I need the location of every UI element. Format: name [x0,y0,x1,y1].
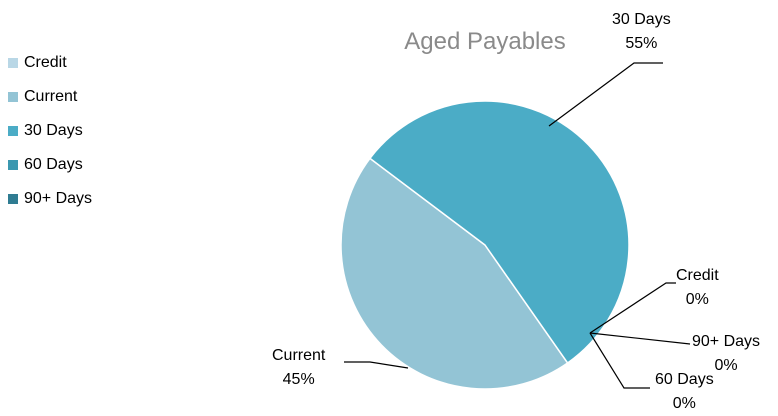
data-label-credit: Credit 0% [676,264,719,312]
legend-label-90-days: 90+ Days [24,190,93,207]
pie-slice-30-days [368,100,630,365]
data-label-90-days: 90+ Days 0% [692,330,760,378]
legend-swatch-60-days [8,160,18,170]
data-label-60-days: 60 Days 0% [655,368,714,416]
leader-line-60-days [589,332,650,389]
leader-line-current [344,361,409,369]
legend-item-60-days: 60 Days [8,148,92,182]
data-label-60-days-pct: 0% [672,395,696,412]
legend-label-current: Current [24,88,78,105]
data-label-30-days-pct: 55% [625,35,658,52]
leader-line-30-days [548,62,663,127]
data-label-current-pct: 45% [282,371,315,388]
data-label-credit-name: Credit [676,267,719,284]
legend-swatch-30-days [8,126,18,136]
leader-line-90-days [589,332,691,345]
data-label-30-days: 30 Days 55% [612,8,671,56]
leader-line-credit [589,282,676,334]
data-label-60-days-name: 60 Days [655,371,714,388]
legend-swatch-90-days [8,194,18,204]
data-label-90-days-name: 90+ Days [692,333,761,350]
legend-label-60-days: 60 Days [24,156,83,173]
data-label-current: Current 45% [272,344,325,392]
legend-swatch-credit [8,58,18,68]
legend-label-credit: Credit [24,54,67,71]
legend-item-credit: Credit [8,46,92,80]
legend-item-current: Current [8,80,92,114]
chart-title: Aged Payables [404,28,566,55]
pie-slice-current [340,157,569,390]
legend-item-90-days: 90+ Days [8,182,92,216]
leader-lines [344,62,691,389]
data-label-current-name: Current [272,347,326,364]
data-label-30-days-name: 30 Days [612,11,671,28]
legend-label-30-days: 30 Days [24,122,83,139]
data-label-90-days-pct: 0% [714,357,738,374]
legend: Credit Current 30 Days 60 Days 90+ Days [8,46,92,216]
legend-swatch-current [8,92,18,102]
data-label-credit-pct: 0% [685,291,709,308]
legend-item-30-days: 30 Days [8,114,92,148]
pie-slices [340,100,630,390]
